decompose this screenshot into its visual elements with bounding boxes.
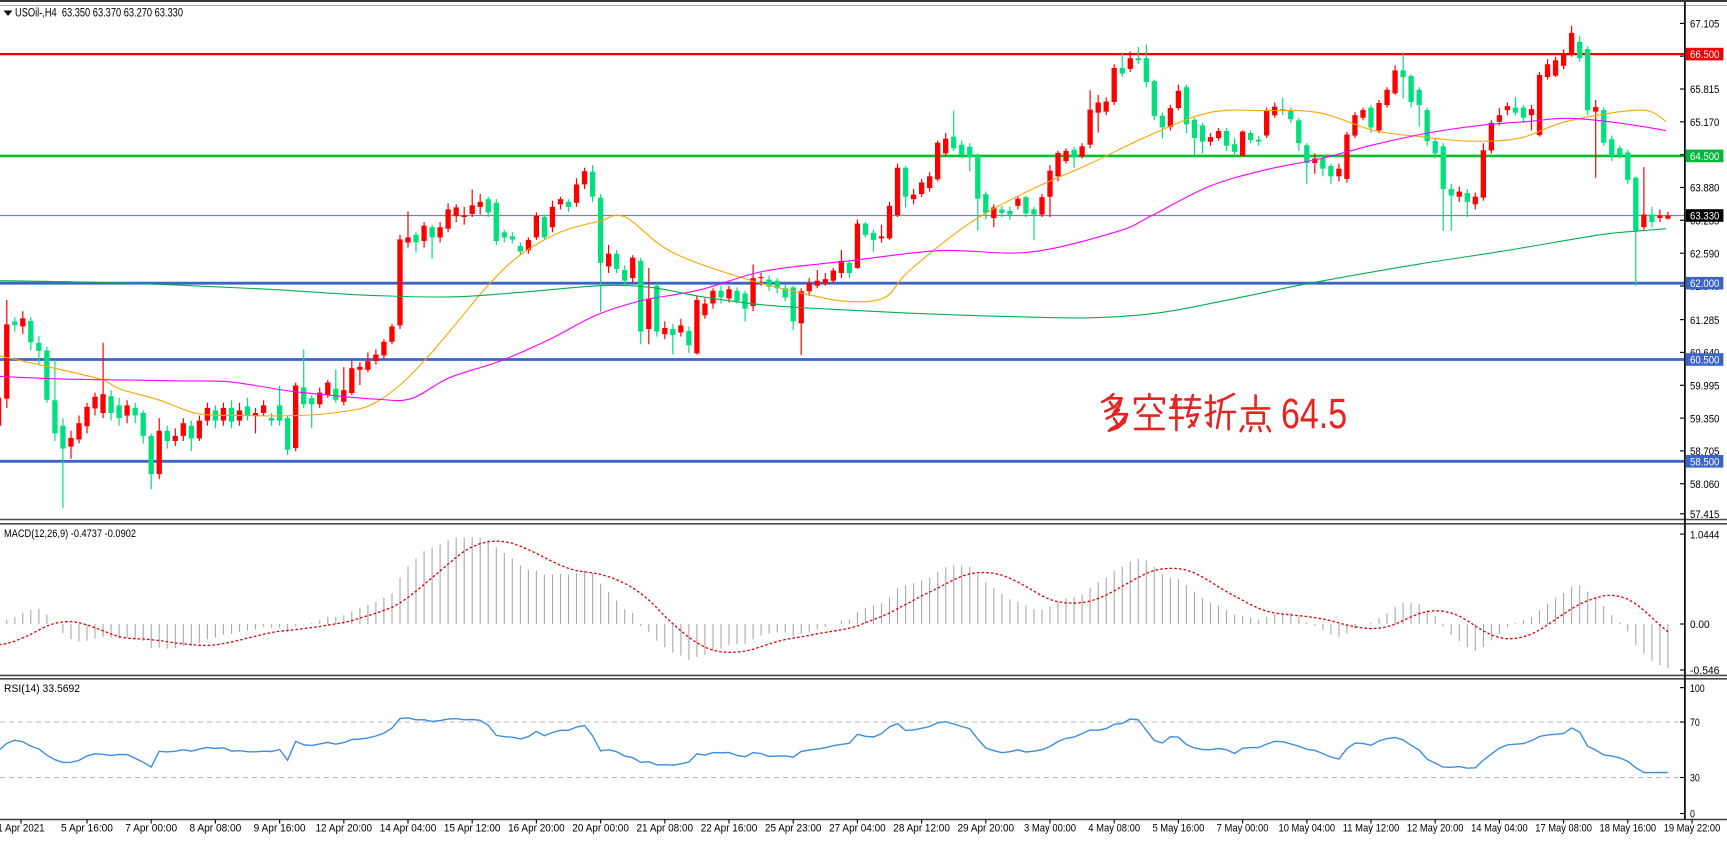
svg-text:0.00: 0.00	[1690, 619, 1710, 631]
svg-text:-0.546: -0.546	[1690, 665, 1719, 677]
svg-text:21 Apr 08:00: 21 Apr 08:00	[637, 823, 694, 835]
svg-text:64.5: 64.5	[1281, 390, 1347, 438]
svg-text:5 Apr 16:00: 5 Apr 16:00	[61, 823, 113, 835]
svg-text:3 May 00:00: 3 May 00:00	[1024, 823, 1076, 835]
svg-text:12 Apr 20:00: 12 Apr 20:00	[316, 823, 373, 835]
svg-text:28 Apr 12:00: 28 Apr 12:00	[893, 823, 950, 835]
svg-text:USOil-,H4 63.350 63.370 63.27: USOil-,H4 63.350 63.370 63.270 63.330	[15, 8, 183, 20]
svg-text:7 May 00:00: 7 May 00:00	[1217, 823, 1269, 835]
svg-text:0: 0	[1690, 809, 1695, 821]
svg-text:16 Apr 20:00: 16 Apr 20:00	[508, 823, 565, 835]
svg-text:63.330: 63.330	[1690, 211, 1719, 223]
svg-text:18 May 16:00: 18 May 16:00	[1600, 823, 1657, 835]
svg-text:29 Apr 20:00: 29 Apr 20:00	[958, 823, 1015, 835]
svg-text:66.500: 66.500	[1690, 49, 1719, 61]
svg-text:62.590: 62.590	[1690, 248, 1719, 260]
svg-text:63.880: 63.880	[1690, 183, 1719, 195]
svg-text:9 Apr 16:00: 9 Apr 16:00	[254, 823, 306, 835]
svg-text:65.815: 65.815	[1690, 84, 1719, 96]
svg-text:70: 70	[1690, 717, 1700, 729]
svg-text:25 Apr 23:00: 25 Apr 23:00	[765, 823, 822, 835]
svg-text:20 Apr 00:00: 20 Apr 00:00	[572, 823, 629, 835]
svg-text:10 May 04:00: 10 May 04:00	[1279, 823, 1336, 835]
svg-text:RSI(14) 33.5692: RSI(14) 33.5692	[4, 683, 80, 695]
svg-text:59.350: 59.350	[1690, 413, 1719, 425]
svg-text:14 May 04:00: 14 May 04:00	[1471, 823, 1528, 835]
svg-text:17 May 08:00: 17 May 08:00	[1535, 823, 1592, 835]
svg-text:65.170: 65.170	[1690, 117, 1719, 129]
svg-text:14 Apr 04:00: 14 Apr 04:00	[380, 823, 437, 835]
svg-text:27 Apr 04:00: 27 Apr 04:00	[829, 823, 886, 835]
svg-text:59.995: 59.995	[1690, 381, 1719, 393]
svg-text:57.415: 57.415	[1690, 509, 1719, 521]
svg-text:61.285: 61.285	[1690, 315, 1719, 327]
svg-text:15 Apr 12:00: 15 Apr 12:00	[444, 823, 501, 835]
svg-text:30: 30	[1690, 773, 1700, 785]
svg-text:8 Apr 08:00: 8 Apr 08:00	[189, 823, 241, 835]
svg-text:64.500: 64.500	[1690, 151, 1719, 163]
svg-text:100: 100	[1690, 683, 1705, 695]
svg-text:58.060: 58.060	[1690, 479, 1719, 491]
svg-text:1 Apr 2021: 1 Apr 2021	[0, 823, 45, 835]
svg-text:MACD(12,26,9) -0.4737 -0.0902: MACD(12,26,9) -0.4737 -0.0902	[4, 528, 136, 540]
svg-text:67.105: 67.105	[1690, 19, 1719, 31]
svg-text:7 Apr 00:00: 7 Apr 00:00	[125, 823, 177, 835]
svg-text:5 May 16:00: 5 May 16:00	[1152, 823, 1204, 835]
svg-text:62.000: 62.000	[1690, 278, 1719, 290]
svg-text:22 Apr 16:00: 22 Apr 16:00	[701, 823, 758, 835]
svg-text:19 May 22:00: 19 May 22:00	[1664, 823, 1721, 835]
svg-text:4 May 08:00: 4 May 08:00	[1088, 823, 1140, 835]
svg-text:60.500: 60.500	[1690, 355, 1719, 367]
svg-text:11 May 12:00: 11 May 12:00	[1343, 823, 1400, 835]
svg-text:12 May 20:00: 12 May 20:00	[1407, 823, 1464, 835]
svg-text:1.0444: 1.0444	[1690, 529, 1719, 541]
svg-text:58.500: 58.500	[1690, 456, 1719, 468]
